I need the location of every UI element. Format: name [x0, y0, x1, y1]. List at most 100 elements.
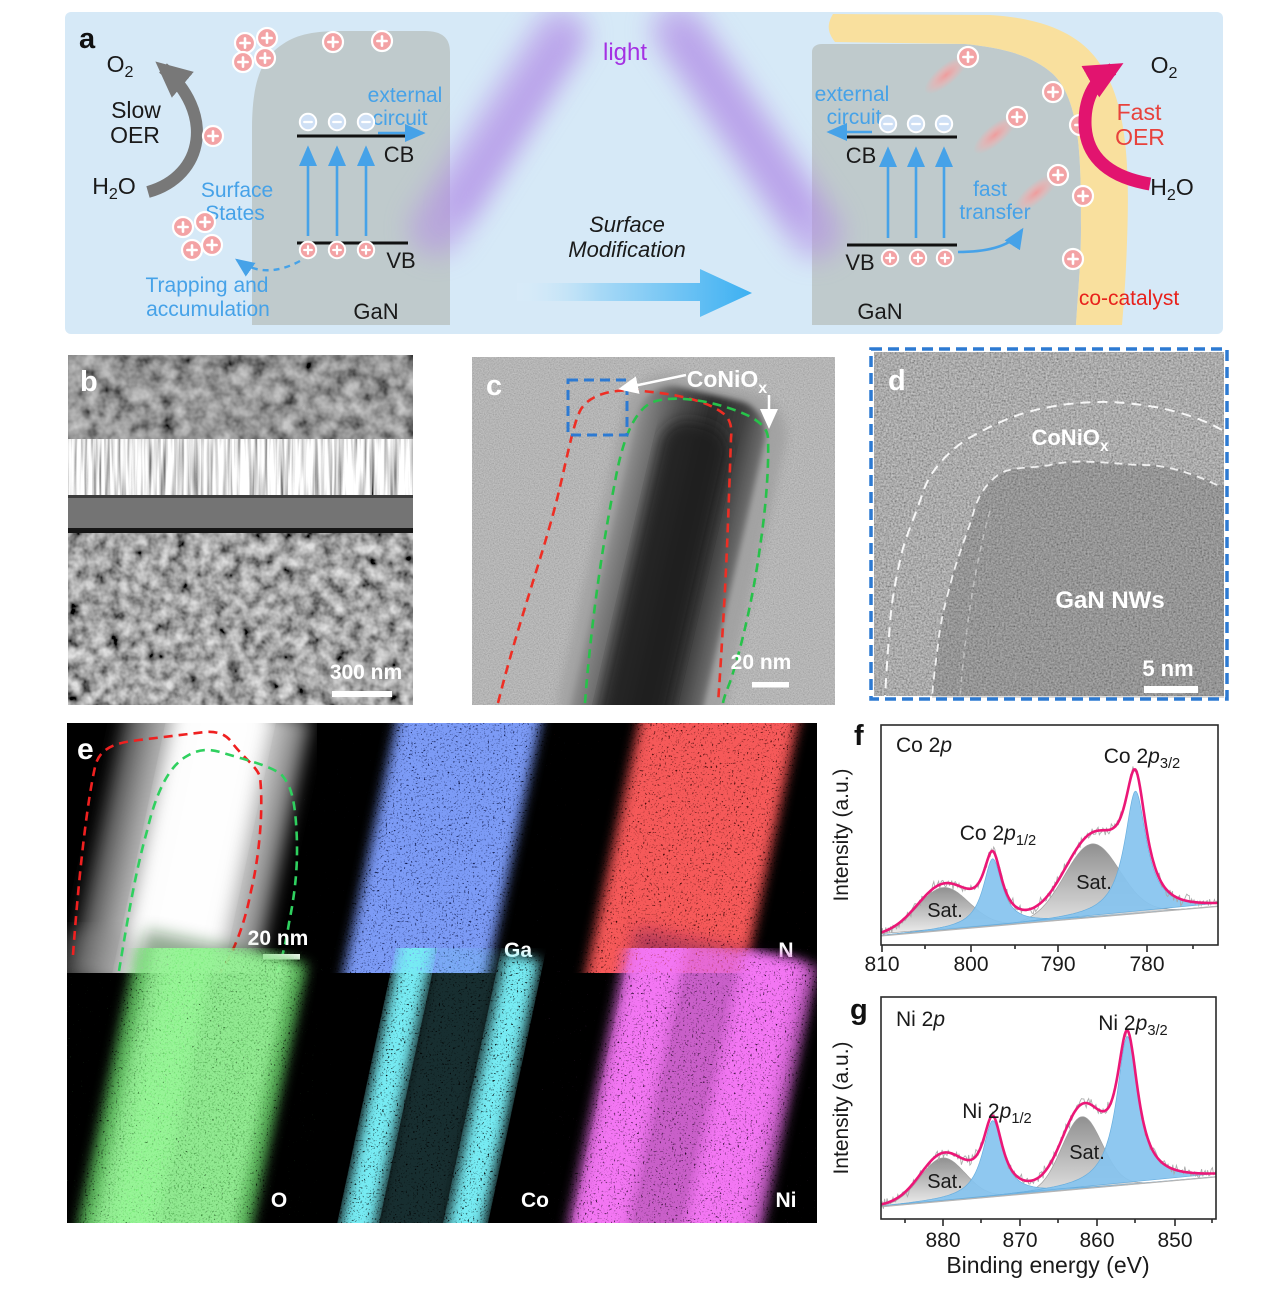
light-beam-cores [447, 24, 813, 225]
fast-oer-label-1: Fast [1117, 99, 1162, 125]
peak-label-ni2p12: Ni 2p1/2 [962, 1100, 1031, 1127]
o2-label-right: O2 [1151, 52, 1178, 82]
positive-charge-icon [356, 240, 376, 260]
satellite-label: Sat. [927, 900, 963, 922]
panel-f-co2p-spectrum: 810 800 790 780 Intensity (a.u.) Co 2p C… [830, 720, 1219, 975]
migrating-holes [924, 45, 1095, 271]
external-circuit-right-1: external [815, 83, 890, 106]
surface-states-label-1: Surface [201, 179, 273, 202]
axis-box [880, 724, 1219, 946]
scale-bar [332, 691, 392, 697]
panel-b-letter: b [80, 366, 98, 398]
fit-envelope-curve [880, 768, 1219, 934]
fast-transfer-label-1: fast [973, 178, 1007, 201]
hrtem-region-box [566, 378, 629, 437]
scale-bar [263, 954, 300, 960]
cb-label-left: CB [384, 142, 415, 167]
peak-label-co2p12: Co 2p1/2 [960, 822, 1036, 849]
x-tick-label: 870 [1002, 1229, 1037, 1252]
x-tick-label: 810 [864, 953, 899, 975]
x-tick-label: 850 [1157, 1229, 1192, 1252]
gan-label-left: GaN [353, 299, 398, 324]
conox-label: CoNiOx [1031, 425, 1108, 455]
co2p-plot-area [880, 766, 1219, 937]
y-axis-label: Intensity (a.u.) [830, 1041, 853, 1174]
gan-region-left [252, 31, 450, 325]
x-tick-label: 800 [953, 953, 988, 975]
scale-bar-label: 5 nm [1142, 656, 1193, 681]
sem-substrate-band [68, 497, 413, 528]
gan-core-outline-red [71, 730, 263, 974]
fast-transfer-arrow [957, 227, 1024, 254]
x-axis-ticks [881, 945, 1194, 952]
satellite-label: Sat. [927, 1171, 963, 1193]
shell-outline-green [117, 748, 299, 974]
h2o-label-left: H2O [92, 173, 135, 203]
external-circuit-left-2: circuit [373, 107, 428, 130]
satellite-label: Sat. [1069, 1142, 1105, 1164]
h2o-label-right: H2O [1150, 174, 1193, 204]
slow-oer-label-1: Slow [111, 97, 161, 123]
external-circuit-left-1: external [368, 84, 443, 107]
satellite-label: Sat. [1076, 872, 1112, 894]
peak-label-ni2p32: Ni 2p3/2 [1098, 1012, 1167, 1039]
panel-e-letter: e [77, 733, 94, 766]
x-tick-label: 880 [925, 1229, 960, 1252]
holes-vb-right [880, 248, 955, 268]
light-label: light [603, 39, 647, 66]
map-label-n: N [778, 939, 793, 962]
panel-c-letter: c [486, 370, 502, 402]
sem-nanowire-sidewall-texture [68, 439, 413, 497]
eds-map-n: N [567, 723, 817, 1015]
electron-icon [356, 112, 376, 132]
gan-label-right: GaN [857, 299, 902, 324]
positive-charge-icon [1046, 163, 1070, 187]
map-label-ga: Ga [504, 939, 532, 962]
fast-oer-arrow [1078, 63, 1152, 191]
cb-label-right: CB [846, 143, 877, 168]
trapping-label-2: accumulation [146, 298, 270, 321]
scale-bar [752, 682, 789, 688]
panel-g-letter: g [850, 994, 868, 1026]
surface-modification-label-1: Surface [589, 212, 665, 237]
trapping-label-1: Trapping and [146, 274, 269, 297]
eds-map-ga: Ga [317, 723, 567, 1014]
shell-inner-boundary [931, 460, 1218, 699]
x-tick-label: 790 [1040, 953, 1075, 975]
sem-bottom-view-texture [68, 533, 413, 705]
vb-label-right: VB [845, 250, 874, 275]
gan-nws-label: GaN NWs [1055, 587, 1164, 614]
external-circuit-right-2: circuit [827, 106, 882, 129]
cocatalyst-shell [828, 14, 1128, 325]
excitation-arrows-left [298, 145, 376, 236]
trapping-arrow [235, 258, 301, 277]
eds-map-co: Co [317, 973, 567, 1223]
electrons-right [878, 114, 954, 134]
positive-charge-icon [298, 240, 318, 260]
positive-charge-icon [1005, 105, 1029, 129]
vb-label-left: VB [386, 248, 415, 273]
conox-label: CoNiOx [687, 366, 768, 397]
eds-map-ni: Ni [567, 927, 817, 1223]
sem-top-view-texture [68, 355, 413, 447]
panel-d-hrtem-image: CoNiOx GaN NWs 5 nm d [869, 347, 1229, 701]
baseline [880, 905, 1219, 937]
fast-transfer-label-2: transfer [959, 201, 1030, 224]
lattice-fringe-line [959, 510, 991, 699]
o2-label-left: O2 [107, 51, 134, 81]
scale-bar-label: 20 nm [248, 927, 309, 950]
electron-icon [327, 112, 347, 132]
y-axis-label: Intensity (a.u.) [830, 768, 853, 901]
excitation-arrows-right [878, 146, 954, 238]
axis-box [880, 996, 1217, 1220]
panel-a-letter: a [79, 23, 96, 55]
baseline [880, 1176, 1217, 1208]
map-label-co: Co [521, 1189, 549, 1212]
slow-oer-label-2: OER [110, 122, 160, 148]
shell-outline-green [583, 397, 770, 704]
peak-label-co2p32: Co 2p3/2 [1104, 745, 1180, 772]
x-axis-label: Binding energy (eV) [946, 1252, 1149, 1278]
scale-bar [1144, 686, 1198, 693]
panel-f-letter: f [854, 720, 864, 752]
x-tick-label: 860 [1079, 1229, 1114, 1252]
